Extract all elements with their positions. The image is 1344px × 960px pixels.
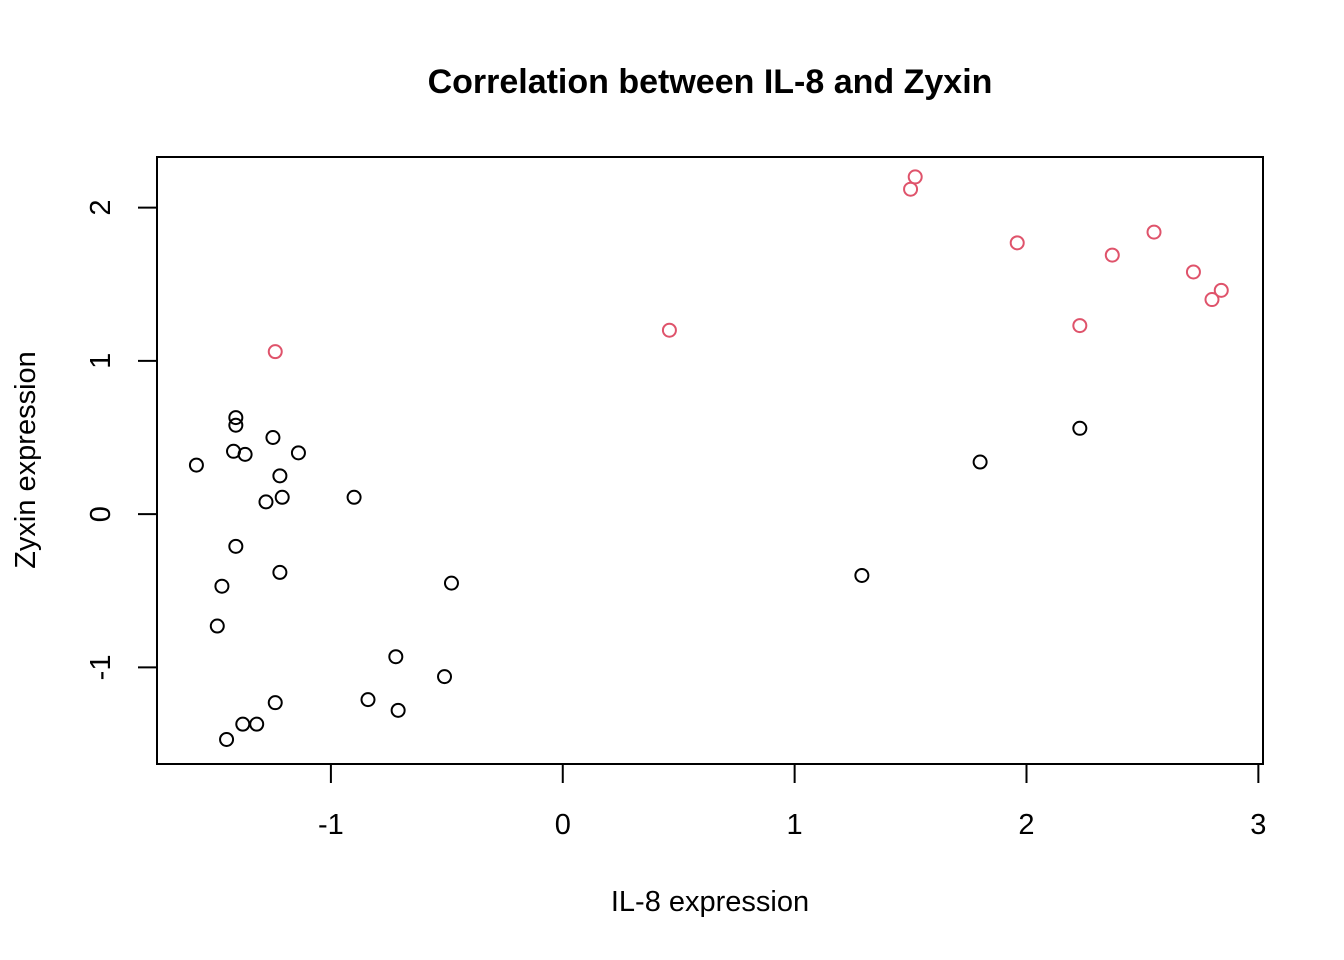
x-tick-label: -1 [318, 809, 344, 841]
data-point [1213, 282, 1229, 298]
data-point [267, 344, 283, 360]
data-point [272, 564, 288, 580]
data-point [1185, 264, 1201, 280]
x-axis: -1 0 1 2 3 [318, 763, 1266, 841]
data-point [437, 669, 453, 685]
data-point [854, 567, 870, 583]
plot-frame [156, 156, 1264, 765]
data-point [237, 446, 253, 462]
y-axis: -1 0 1 2 [85, 200, 158, 681]
data-point [235, 716, 251, 732]
data-point [661, 322, 677, 338]
x-tick-label: 2 [1018, 809, 1034, 841]
data-point [346, 489, 362, 505]
data-point [1009, 235, 1025, 251]
data-point [267, 695, 283, 711]
data-point [272, 468, 288, 484]
data-point [214, 578, 230, 594]
data-point [972, 454, 988, 470]
data-point [265, 430, 281, 446]
y-axis-label: Zyxin expression [10, 351, 42, 569]
data-point [1072, 318, 1088, 334]
data-point [219, 731, 235, 747]
data-point [903, 181, 919, 197]
data-point [274, 489, 290, 505]
data-point [1204, 292, 1220, 308]
y-tick-label: 2 [85, 200, 117, 216]
data-point [228, 538, 244, 554]
data-point [443, 575, 459, 591]
data-point [228, 417, 244, 433]
data-point [1072, 420, 1088, 436]
x-tick-label: 1 [787, 809, 803, 841]
y-tick-label: 1 [85, 353, 117, 369]
y-tick-label: -1 [85, 655, 117, 681]
data-point [1104, 247, 1120, 263]
data-point [228, 410, 244, 426]
chart-title: Correlation between IL-8 and Zyxin [428, 63, 993, 101]
data-point [388, 649, 404, 665]
data-point [249, 716, 265, 732]
data-point [258, 494, 274, 510]
x-tick-label: 3 [1250, 809, 1266, 841]
data-points [188, 169, 1229, 747]
data-point [188, 457, 204, 473]
y-tick-label: 0 [85, 506, 117, 522]
data-point [1146, 224, 1162, 240]
data-point [390, 702, 406, 718]
data-point [360, 692, 376, 708]
x-axis-label: IL-8 expression [611, 886, 809, 918]
data-point [290, 445, 306, 461]
data-point [907, 169, 923, 185]
x-tick-label: 0 [555, 809, 571, 841]
data-point [209, 618, 225, 634]
